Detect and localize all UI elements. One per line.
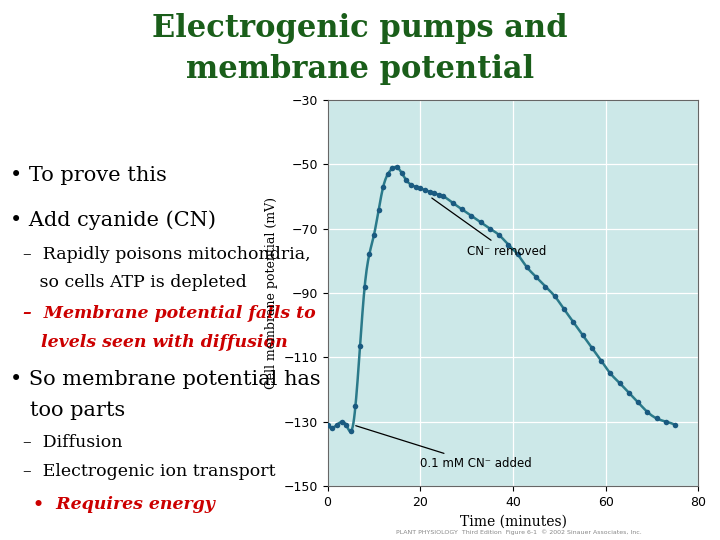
Text: –  Rapidly poisons mitochondria,: – Rapidly poisons mitochondria, [23, 246, 310, 262]
Text: • Add cyanide (CN): • Add cyanide (CN) [10, 210, 216, 230]
Text: Electrogenic pumps and: Electrogenic pumps and [152, 14, 568, 44]
Text: –  Membrane potential falls to: – Membrane potential falls to [23, 305, 315, 322]
Text: too parts: too parts [10, 401, 125, 420]
Text: –  Electrogenic ion transport: – Electrogenic ion transport [23, 462, 276, 480]
Text: • To prove this: • To prove this [10, 166, 167, 185]
Text: so cells ATP is depleted: so cells ATP is depleted [23, 274, 247, 291]
X-axis label: Time (minutes): Time (minutes) [459, 514, 567, 528]
Text: •  Requires energy: • Requires energy [33, 496, 215, 512]
Text: CN⁻ removed: CN⁻ removed [432, 198, 546, 258]
Text: membrane potential: membrane potential [186, 54, 534, 85]
Y-axis label: Cell membrane potential (mV): Cell membrane potential (mV) [265, 197, 278, 389]
Text: PLANT PHYSIOLOGY  Third Edition  Figure 6-1  © 2002 Sinauer Associates, Inc.: PLANT PHYSIOLOGY Third Edition Figure 6-… [395, 529, 642, 535]
Text: • So membrane potential has: • So membrane potential has [10, 369, 320, 388]
Text: levels seen with diffusion: levels seen with diffusion [23, 334, 288, 351]
Text: –  Diffusion: – Diffusion [23, 434, 122, 451]
Text: 0.1 mM CN⁻ added: 0.1 mM CN⁻ added [356, 426, 532, 470]
